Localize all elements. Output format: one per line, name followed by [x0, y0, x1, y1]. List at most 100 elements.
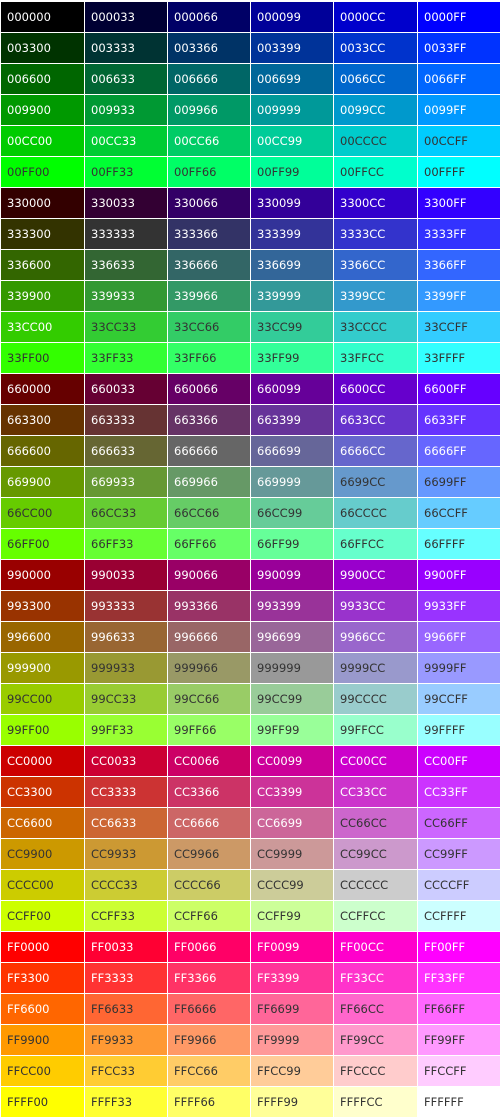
color-swatch[interactable]: 99CCFF	[418, 684, 500, 714]
color-swatch[interactable]: CCFFFF	[418, 901, 500, 931]
color-swatch[interactable]: CC00CC	[334, 746, 417, 776]
color-swatch[interactable]: 336633	[85, 250, 167, 280]
color-swatch[interactable]: 6666CC	[334, 436, 417, 466]
color-swatch[interactable]: 00CCFF	[418, 126, 500, 156]
color-swatch[interactable]: FF00CC	[334, 932, 417, 962]
color-swatch[interactable]: 003399	[251, 33, 333, 63]
color-swatch[interactable]: CC6666	[168, 808, 250, 838]
color-swatch[interactable]: FFCCFF	[418, 1056, 500, 1086]
color-swatch[interactable]: CC9966	[168, 839, 250, 869]
color-swatch[interactable]: 000066	[168, 2, 250, 32]
color-swatch[interactable]: 00FF99	[251, 157, 333, 187]
color-swatch[interactable]: 3333FF	[418, 219, 500, 249]
color-swatch[interactable]: 666666	[168, 436, 250, 466]
color-swatch[interactable]: 6600CC	[334, 374, 417, 404]
color-swatch[interactable]: 6600FF	[418, 374, 500, 404]
color-swatch[interactable]: 000033	[85, 2, 167, 32]
color-swatch[interactable]: FFCCCC	[334, 1056, 417, 1086]
color-swatch[interactable]: 336666	[168, 250, 250, 280]
color-swatch[interactable]: 66CC00	[1, 498, 84, 528]
color-swatch[interactable]: CCCC99	[251, 870, 333, 900]
color-swatch[interactable]: 3300FF	[418, 188, 500, 218]
color-swatch[interactable]: 66FF66	[168, 529, 250, 559]
color-swatch[interactable]: 9966CC	[334, 622, 417, 652]
color-swatch[interactable]: 33FF66	[168, 343, 250, 373]
color-swatch[interactable]: 009933	[85, 95, 167, 125]
color-swatch[interactable]: 999966	[168, 653, 250, 683]
color-swatch[interactable]: 33CC66	[168, 312, 250, 342]
color-swatch[interactable]: 990000	[1, 560, 84, 590]
color-swatch[interactable]: 663300	[1, 405, 84, 435]
color-swatch[interactable]: 330000	[1, 188, 84, 218]
color-swatch[interactable]: 99CC66	[168, 684, 250, 714]
color-swatch[interactable]: 00FFCC	[334, 157, 417, 187]
color-swatch[interactable]: 6699FF	[418, 467, 500, 497]
color-swatch[interactable]: CCCCCC	[334, 870, 417, 900]
color-swatch[interactable]: CC33CC	[334, 777, 417, 807]
color-swatch[interactable]: FF99CC	[334, 1025, 417, 1055]
color-swatch[interactable]: CC0099	[251, 746, 333, 776]
color-swatch[interactable]: CCFFCC	[334, 901, 417, 931]
color-swatch[interactable]: CC3300	[1, 777, 84, 807]
color-swatch[interactable]: 003333	[85, 33, 167, 63]
color-swatch[interactable]: 66FF00	[1, 529, 84, 559]
color-swatch[interactable]: 996666	[168, 622, 250, 652]
color-swatch[interactable]: 333366	[168, 219, 250, 249]
color-swatch[interactable]: CC9933	[85, 839, 167, 869]
color-swatch[interactable]: FFCC00	[1, 1056, 84, 1086]
color-swatch[interactable]: 996699	[251, 622, 333, 652]
color-swatch[interactable]: CC3333	[85, 777, 167, 807]
color-swatch[interactable]: 660099	[251, 374, 333, 404]
color-swatch[interactable]: FF6600	[1, 994, 84, 1024]
color-swatch[interactable]: 0000FF	[418, 2, 500, 32]
color-swatch[interactable]: 00FF33	[85, 157, 167, 187]
color-swatch[interactable]: 669966	[168, 467, 250, 497]
color-swatch[interactable]: 00FF00	[1, 157, 84, 187]
color-swatch[interactable]: 6633CC	[334, 405, 417, 435]
color-swatch[interactable]: 00CC33	[85, 126, 167, 156]
color-swatch[interactable]: FFFFFF	[418, 1087, 500, 1117]
color-swatch[interactable]: 99CCCC	[334, 684, 417, 714]
color-swatch[interactable]: 003366	[168, 33, 250, 63]
color-swatch[interactable]: FF6699	[251, 994, 333, 1024]
color-swatch[interactable]: FF0000	[1, 932, 84, 962]
color-swatch[interactable]: FF3333	[85, 963, 167, 993]
color-swatch[interactable]: CC3366	[168, 777, 250, 807]
color-swatch[interactable]: 33CCFF	[418, 312, 500, 342]
color-swatch[interactable]: CC6600	[1, 808, 84, 838]
color-swatch[interactable]: 333300	[1, 219, 84, 249]
color-swatch[interactable]: 993399	[251, 591, 333, 621]
color-swatch[interactable]: 006699	[251, 64, 333, 94]
color-swatch[interactable]: 33CC33	[85, 312, 167, 342]
color-swatch[interactable]: 003300	[1, 33, 84, 63]
color-swatch[interactable]: 3333CC	[334, 219, 417, 249]
color-swatch[interactable]: CC6699	[251, 808, 333, 838]
color-swatch[interactable]: 33CC00	[1, 312, 84, 342]
color-swatch[interactable]: FFFF33	[85, 1087, 167, 1117]
color-swatch[interactable]: 660000	[1, 374, 84, 404]
color-swatch[interactable]: 000000	[1, 2, 84, 32]
color-swatch[interactable]: 339933	[85, 281, 167, 311]
color-swatch[interactable]: 0000CC	[334, 2, 417, 32]
color-swatch[interactable]: 9999FF	[418, 653, 500, 683]
color-swatch[interactable]: 0066FF	[418, 64, 500, 94]
color-swatch[interactable]: FFFF66	[168, 1087, 250, 1117]
color-swatch[interactable]: 66CC66	[168, 498, 250, 528]
color-swatch[interactable]: CC9999	[251, 839, 333, 869]
color-swatch[interactable]: 666699	[251, 436, 333, 466]
color-swatch[interactable]: 333399	[251, 219, 333, 249]
color-swatch[interactable]: 669900	[1, 467, 84, 497]
color-swatch[interactable]: 66FF99	[251, 529, 333, 559]
color-swatch[interactable]: 33FF99	[251, 343, 333, 373]
color-swatch[interactable]: 663333	[85, 405, 167, 435]
color-swatch[interactable]: 333333	[85, 219, 167, 249]
color-swatch[interactable]: CCCCFF	[418, 870, 500, 900]
color-swatch[interactable]: CCCC66	[168, 870, 250, 900]
color-swatch[interactable]: FFCC66	[168, 1056, 250, 1086]
color-swatch[interactable]: FF0033	[85, 932, 167, 962]
color-swatch[interactable]: FF66CC	[334, 994, 417, 1024]
color-swatch[interactable]: 666600	[1, 436, 84, 466]
color-swatch[interactable]: FF0099	[251, 932, 333, 962]
color-swatch[interactable]: 99CC00	[1, 684, 84, 714]
color-swatch[interactable]: FFFFCC	[334, 1087, 417, 1117]
